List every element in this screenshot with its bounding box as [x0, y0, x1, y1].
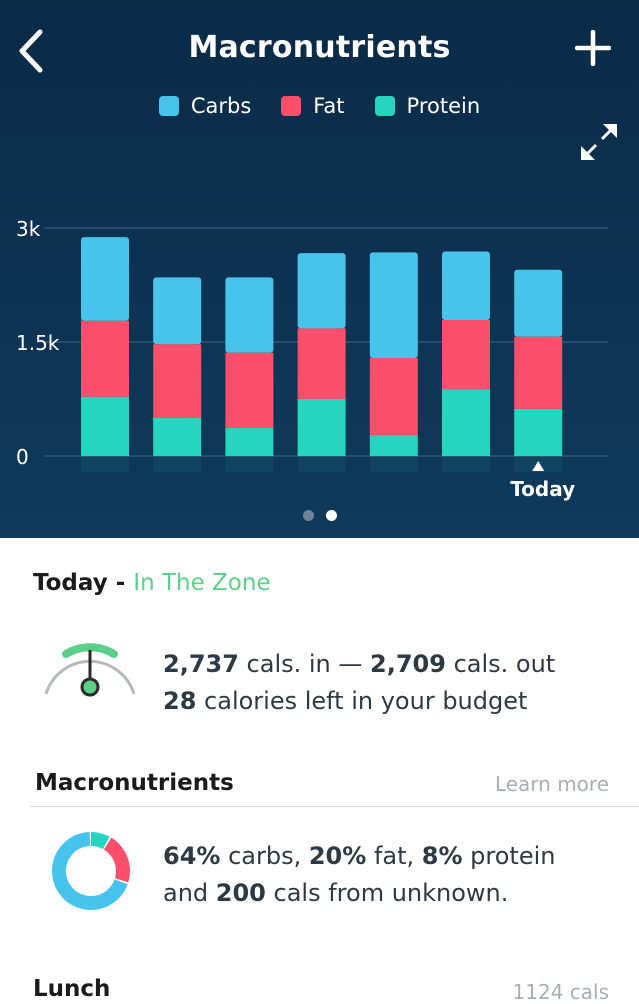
legend-label-protein: Protein	[406, 94, 481, 118]
calorie-budget: 28 calories left in your budget	[163, 683, 555, 720]
bar-segment-fat	[442, 319, 490, 390]
y-tick-label: 0	[16, 445, 29, 469]
bar-segment-fat	[297, 328, 346, 399]
bar-segment-protein	[514, 408, 563, 456]
bar-segment-fat	[81, 320, 129, 397]
divider	[30, 806, 639, 807]
bar-segment-protein	[369, 435, 418, 456]
budget-gauge-icon	[44, 643, 136, 697]
y-tick-label: 3k	[16, 217, 41, 241]
bar-segment-carbs	[153, 277, 202, 345]
today-marker-icon	[532, 461, 545, 471]
legend-label-carbs: Carbs	[190, 94, 252, 118]
protein-label: protein	[462, 842, 556, 870]
bar-segment-protein	[442, 389, 490, 456]
bar-segment-fat	[514, 336, 563, 409]
today-separator: -	[107, 570, 134, 596]
cals-out-unit: cals. out	[445, 650, 556, 678]
lunch-heading[interactable]: Lunch	[33, 976, 111, 1002]
page-dot-2[interactable]	[325, 510, 337, 521]
bar-stack[interactable]	[369, 252, 418, 472]
bar-reflection	[297, 456, 346, 472]
bar-stack[interactable]	[514, 269, 563, 472]
bar-segment-fat	[225, 352, 274, 428]
bar-segment-protein	[153, 418, 202, 456]
chart-panel: Macronutrients Carbs Fat Protein 0 1.5k 3k…	[0, 0, 639, 538]
page-title: Macronutrients	[188, 30, 451, 65]
donut-segment-protein	[52, 832, 130, 910]
chart-legend: Carbs Fat Protein	[0, 94, 639, 118]
bar-chart[interactable]: 0 1.5k 3k Today	[0, 200, 639, 510]
cals-left-value: 28	[163, 687, 197, 715]
cals-in-unit: cals. in —	[238, 650, 371, 678]
macro-unknown: and 200 cals from unknown.	[163, 875, 555, 912]
macro-donut-chart	[52, 832, 130, 910]
bar-segment-carbs	[297, 253, 346, 329]
protein-pct: 8%	[421, 842, 463, 870]
today-heading: Today - In The Zone	[33, 570, 271, 596]
bar-stack[interactable]	[297, 253, 346, 472]
page-dot-1[interactable]	[302, 510, 314, 521]
cals-out-value: 2,709	[370, 650, 446, 678]
bar-segment-carbs	[225, 277, 274, 353]
cals-left-text: calories left in your budget	[196, 687, 528, 715]
donut-segment-carbs	[52, 832, 130, 910]
lunch-calories: 1124 cals	[512, 980, 609, 1004]
bar-segment-carbs	[514, 269, 563, 337]
learn-more-link[interactable]: Learn more	[494, 772, 609, 796]
bar-stack[interactable]	[225, 277, 274, 472]
bar-segment-carbs	[369, 252, 418, 358]
bar-segment-protein	[81, 396, 129, 456]
legend-swatch-carbs	[158, 96, 179, 116]
bar-stack[interactable]	[153, 277, 202, 472]
unknown-cals: 200	[215, 879, 266, 907]
bar-segment-carbs	[442, 251, 490, 320]
legend-item-carbs: Carbs	[158, 94, 252, 118]
carbs-label: carbs,	[220, 842, 309, 870]
chevron-left-icon[interactable]	[14, 26, 50, 76]
donut-segment-fat	[52, 832, 130, 910]
unknown-label: cals from unknown.	[265, 879, 509, 907]
zone-status: In The Zone	[133, 570, 271, 596]
bar-reflection	[442, 456, 490, 472]
macro-summary: 64% carbs, 20% fat, 8% protein and 200 c…	[163, 838, 555, 912]
and-label: and	[163, 879, 216, 907]
bar-segment-fat	[153, 344, 202, 418]
today-bar-label: Today	[510, 477, 575, 501]
bar-stack[interactable]	[81, 237, 129, 472]
bar-segment-protein	[225, 427, 274, 456]
legend-item-protein: Protein	[374, 94, 481, 118]
calorie-in-out: 2,737 cals. in — 2,709 cals. out	[163, 646, 555, 683]
bar-reflection	[153, 456, 202, 472]
fat-pct: 20%	[308, 842, 367, 870]
bar-stack[interactable]	[442, 251, 490, 472]
bar-segment-protein	[297, 399, 346, 456]
fat-label: fat,	[366, 842, 422, 870]
bar-reflection	[369, 456, 418, 472]
cals-in-value: 2,737	[163, 650, 239, 678]
legend-item-fat: Fat	[281, 94, 345, 118]
macro-percentages: 64% carbs, 20% fat, 8% protein	[163, 838, 555, 875]
plus-icon[interactable]	[575, 30, 611, 66]
legend-swatch-fat	[281, 96, 302, 116]
bar-segment-fat	[369, 357, 418, 436]
page-indicator[interactable]	[0, 510, 639, 521]
bar-segment-carbs	[81, 237, 129, 321]
expand-arrows-icon[interactable]	[581, 124, 617, 160]
bar-reflection	[81, 456, 129, 472]
calorie-summary: 2,737 cals. in — 2,709 cals. out 28 calo…	[163, 646, 555, 720]
macronutrients-heading: Macronutrients	[35, 770, 234, 796]
y-tick-label: 1.5k	[16, 331, 60, 355]
bar-reflection	[225, 456, 274, 472]
legend-swatch-protein	[374, 96, 395, 116]
legend-label-fat: Fat	[313, 94, 345, 118]
carbs-pct: 64%	[163, 842, 221, 870]
today-label: Today	[33, 570, 108, 596]
